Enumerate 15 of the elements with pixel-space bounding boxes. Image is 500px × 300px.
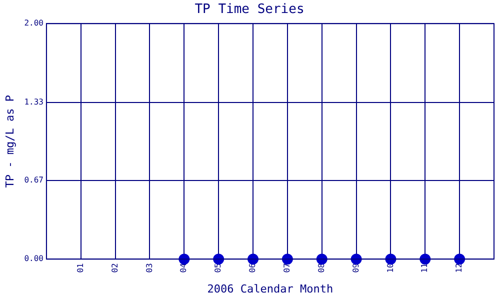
x-tick-label: 07: [282, 262, 292, 273]
y-tick-label: 0.00: [24, 254, 44, 264]
x-axis-title: 2006 Calendar Month: [207, 282, 334, 296]
x-tick-label: 01: [76, 262, 85, 273]
chart-title: TP Time Series: [194, 2, 304, 18]
y-tick-label: 1.33: [24, 98, 44, 107]
x-tick-label: 08: [316, 262, 326, 273]
x-tick-label: 03: [144, 262, 154, 273]
x-tick-label: 12: [454, 262, 464, 273]
y-axis-title: TP - mg/L as P: [3, 94, 16, 188]
x-tick-label: 02: [110, 262, 120, 273]
y-tick-label: 2.00: [24, 18, 44, 28]
y-tick-label: 0.67: [24, 175, 44, 184]
x-tick-label: 04: [179, 262, 188, 273]
x-tick-label: 11: [420, 262, 430, 273]
